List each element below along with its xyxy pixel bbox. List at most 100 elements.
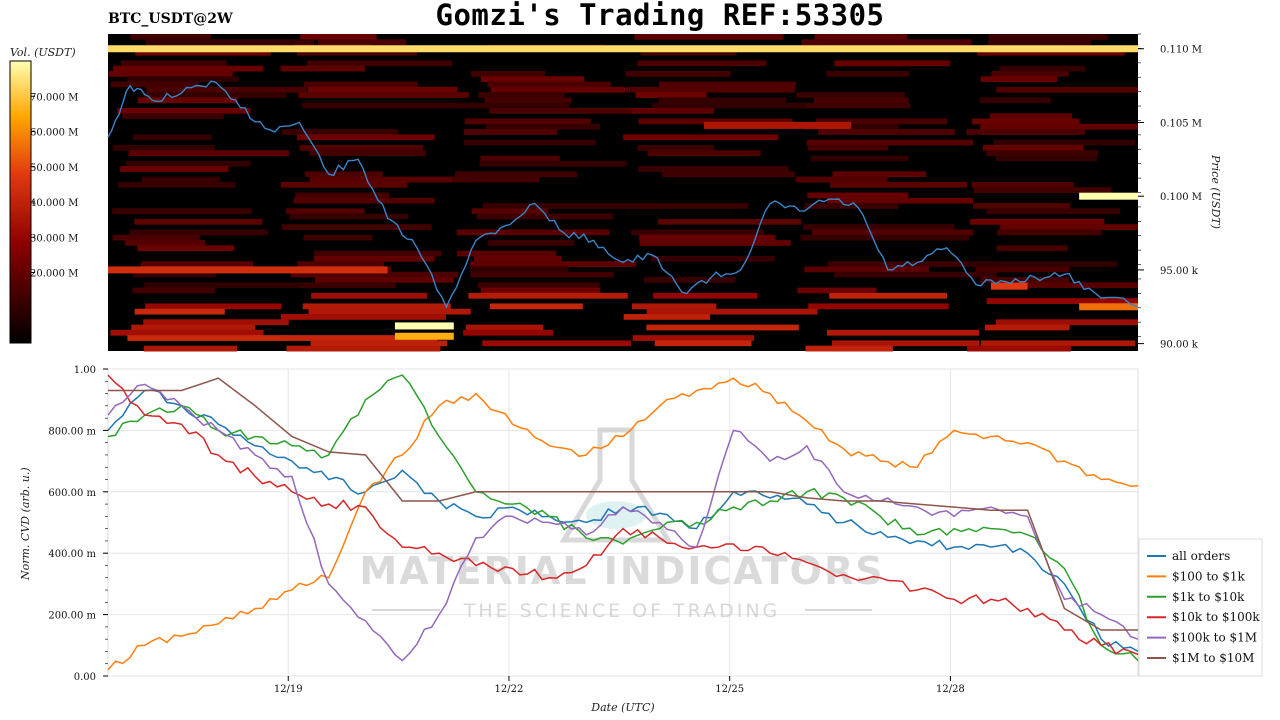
heatmap-cell: [827, 261, 998, 267]
cvd-series-line: [107, 383, 1139, 662]
heatmap-cell: [988, 39, 1091, 46]
heatmap-cell: [131, 324, 256, 331]
heatmap-cell: [646, 308, 818, 315]
heatmap-cell: [281, 129, 399, 135]
cvd-tick-label: 0.00: [74, 672, 96, 683]
heatmap-cell: [652, 102, 809, 109]
heatmap-cell: [967, 345, 1071, 352]
heatmap-cell: [797, 287, 877, 294]
heatmap-cell: [996, 86, 1138, 93]
heatmap-cell: [827, 197, 974, 204]
heatmap-cell: [805, 345, 893, 352]
cvd-panel: MATERIAL INDICATORS THE SCIENCE OF TRADI…: [19, 365, 1139, 714]
heatmap-cell: [489, 303, 583, 310]
heatmap-cell: [311, 292, 428, 299]
heatmap-cell: [625, 70, 731, 77]
heatmap-cell: [623, 134, 779, 141]
heatmap-cell: [996, 319, 1138, 326]
price-tick-label: 90.00 k: [1160, 340, 1199, 351]
heatmap-cell: [832, 340, 980, 347]
heatmap-cell: [806, 139, 974, 146]
colorbar-tick-label: 70.000 M: [30, 92, 78, 103]
heatmap-cell: [146, 86, 307, 93]
heatmap-band: [1079, 192, 1138, 200]
heatmap-cell: [314, 250, 442, 257]
heatmap-cell: [638, 118, 793, 125]
price-axis-label: Price (USDT): [1209, 154, 1222, 229]
heatmap-cell: [631, 229, 764, 236]
heatmap-cell: [470, 261, 636, 267]
heatmap-cell: [640, 49, 737, 56]
heatmap-cell: [143, 345, 237, 352]
heatmap-cell: [988, 34, 1108, 40]
heatmap-cell: [818, 129, 955, 135]
heatmap-cell: [464, 118, 591, 125]
heatmap-cell: [634, 34, 784, 40]
heatmap-cell: [970, 218, 1105, 225]
heatmap-cell: [482, 340, 631, 347]
heatmap-band: [394, 332, 454, 340]
heatmap-cell: [471, 70, 546, 77]
heatmap-cell: [110, 81, 199, 88]
heatmap-cell: [120, 60, 227, 67]
heatmap-cell: [651, 255, 776, 262]
heatmap-cell: [302, 303, 451, 310]
heatmap-cell: [623, 314, 710, 320]
heatmap-cell: [303, 81, 418, 88]
heatmap-cell: [807, 144, 889, 151]
heatmap-cell: [643, 277, 736, 283]
heatmap-cell: [808, 303, 949, 310]
heatmap-cell: [639, 240, 791, 246]
heatmap-cell: [134, 218, 263, 225]
heatmap-cell: [297, 261, 384, 267]
heatmap-cell: [471, 208, 549, 215]
heatmap-cell: [140, 261, 254, 267]
heatmap-cell: [143, 319, 289, 326]
heatmap-cell: [145, 303, 282, 310]
heatmap-cell: [117, 107, 251, 114]
heatmap-cell: [470, 271, 614, 278]
heatmap-cell: [815, 118, 948, 125]
legend-entry: all orders: [1172, 549, 1230, 563]
heatmap-cell: [293, 197, 435, 204]
heatmap-cell: [480, 287, 601, 294]
heatmap-cell: [489, 107, 641, 114]
heatmap-band: [990, 282, 1028, 290]
cvd-tick-label: 1.00: [74, 365, 96, 376]
heatmap-cell: [999, 65, 1086, 72]
cvd-tick-label: 600.00 m: [48, 488, 96, 499]
heatmap-cell: [124, 240, 206, 246]
legend-box: [1138, 538, 1263, 677]
colorbar-tick-label: 60.000 M: [30, 128, 78, 139]
colorbar-tick-label: 20.000 M: [30, 269, 78, 280]
heatmap-cell: [807, 192, 909, 199]
colorbar-gradient: [9, 60, 32, 344]
heatmap-cell: [631, 303, 717, 310]
heatmap-cell: [973, 203, 1071, 209]
cvd-series-line: [108, 377, 1138, 631]
heatmap-band: [1079, 303, 1138, 311]
heatmap-cell: [638, 166, 789, 172]
heatmap-cell: [108, 70, 233, 77]
heatmap-cell: [658, 97, 786, 104]
heatmap-cell: [640, 203, 749, 209]
cvd-series-line: [107, 377, 1139, 671]
heatmap-cell: [631, 107, 714, 114]
date-tick-label: 12/28: [936, 684, 965, 695]
heatmap-cell: [632, 335, 755, 341]
heatmap-cell: [280, 314, 447, 320]
heatmap-cell: [143, 92, 287, 98]
heatmap-cell: [646, 324, 799, 331]
heatmap-cell: [132, 271, 217, 278]
heatmap-cell: [127, 76, 239, 83]
heatmap-cell: [297, 49, 417, 56]
heatmap-cell: [309, 150, 426, 157]
date-tick-label: 12/19: [274, 684, 303, 695]
heatmap-cell: [113, 65, 264, 72]
watermark-tagline: THE SCIENCE OF TRADING: [463, 600, 781, 622]
heatmap-cell: [120, 166, 229, 172]
heatmap-cell: [810, 155, 909, 162]
heatmap-band: [394, 322, 454, 330]
legend: all orders $100 to $1k $1k to $10k $10k to …: [1138, 538, 1263, 677]
heatmap-cell: [129, 229, 268, 236]
